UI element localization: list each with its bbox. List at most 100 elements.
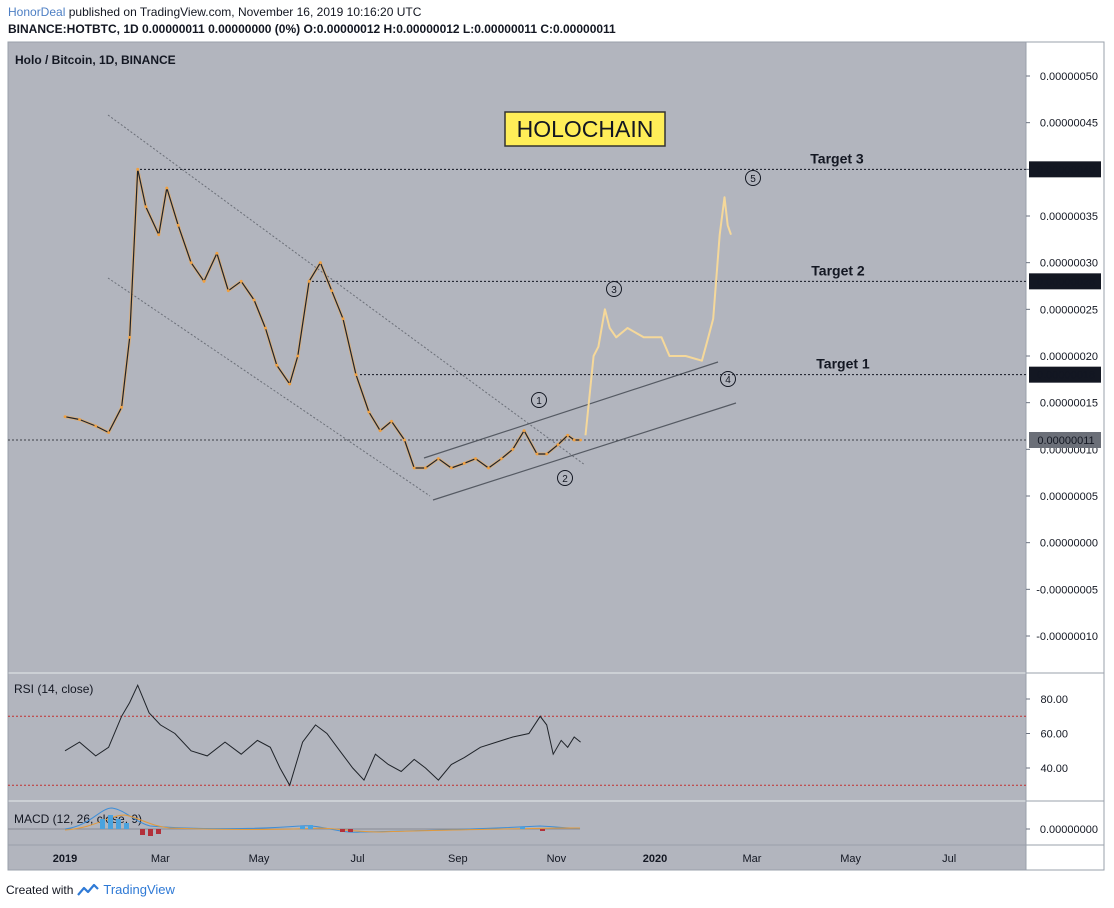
price-axis-pane[interactable] bbox=[1026, 42, 1104, 870]
publish-text: published on TradingView.com, November 1… bbox=[68, 5, 422, 19]
price-tick-label: 0.00000000 bbox=[1040, 538, 1098, 550]
price-point bbox=[107, 431, 111, 434]
macd-histogram-bar bbox=[308, 825, 313, 829]
price-point bbox=[63, 415, 67, 419]
macd-histogram-bar bbox=[108, 815, 113, 829]
macd-histogram-bar bbox=[116, 819, 121, 829]
price-point bbox=[535, 452, 539, 456]
price-tick-label: 0.00000025 bbox=[1040, 304, 1098, 316]
price-point bbox=[157, 233, 161, 237]
chart-border bbox=[7, 41, 1105, 871]
price-tick-label: 0.00000035 bbox=[1040, 211, 1098, 223]
wave-label-circle bbox=[557, 470, 573, 486]
macd-histogram-bar bbox=[156, 829, 161, 834]
price-point bbox=[572, 438, 576, 442]
price-point bbox=[202, 279, 206, 283]
price-tick-label: 0.00000020 bbox=[1040, 351, 1098, 363]
price-point bbox=[307, 279, 311, 283]
time-tick-label: 2019 bbox=[53, 853, 77, 865]
time-tick-label: Nov bbox=[547, 853, 567, 865]
macd-line bbox=[64, 807, 581, 833]
price-point bbox=[522, 429, 526, 433]
price-point bbox=[330, 289, 334, 293]
target-price-value: 0.00000018 bbox=[1037, 370, 1095, 382]
price-point bbox=[189, 261, 193, 265]
macd-histogram-bar bbox=[520, 827, 525, 829]
wave-label: 3 bbox=[611, 285, 617, 296]
price-point bbox=[412, 466, 416, 470]
price-point bbox=[511, 447, 515, 451]
price-point bbox=[275, 363, 279, 367]
price-point bbox=[579, 438, 583, 442]
author-link[interactable]: HonorDeal bbox=[8, 5, 66, 19]
target-price-badge bbox=[1029, 273, 1101, 290]
wave-label: 1 bbox=[536, 396, 542, 407]
rsi-line bbox=[64, 683, 581, 787]
last-price-badge bbox=[1029, 432, 1101, 448]
wave-label-circle bbox=[745, 170, 761, 186]
main-pane[interactable] bbox=[8, 42, 1026, 672]
price-tick-label: -0.00000005 bbox=[1036, 584, 1098, 596]
macd-histogram-bar bbox=[540, 829, 545, 831]
tradingview-logo-icon bbox=[77, 883, 100, 896]
signal-line bbox=[64, 814, 580, 833]
price-tick-label: 0.00000050 bbox=[1040, 71, 1098, 83]
price-tick-label: 0.00000015 bbox=[1040, 398, 1098, 410]
rsi-tick-label: 40.00 bbox=[1040, 763, 1068, 775]
price-point bbox=[424, 466, 427, 470]
price-point bbox=[378, 429, 382, 433]
target-price-value: 0.00000028 bbox=[1037, 276, 1095, 288]
macd-pane[interactable] bbox=[8, 802, 1026, 845]
tradingview-brand[interactable]: TradingView bbox=[103, 882, 175, 897]
time-tick-label: Mar bbox=[743, 853, 762, 865]
wave-label-circle bbox=[606, 281, 622, 297]
price-point bbox=[226, 289, 230, 293]
price-point bbox=[165, 186, 169, 190]
wave-label: 4 bbox=[725, 375, 731, 386]
price-point bbox=[487, 466, 490, 470]
banner-text: HOLOCHAIN bbox=[517, 116, 654, 142]
price-point bbox=[176, 223, 180, 227]
target-label: Target 3 bbox=[810, 150, 864, 166]
chart-canvas[interactable]: 0.00000050 0.00000045 0.00000040 0.00000035… bbox=[0, 0, 1114, 878]
price-point bbox=[296, 354, 300, 358]
price-point bbox=[436, 457, 440, 461]
last-price-value: 0.00000011 bbox=[1037, 435, 1094, 447]
time-tick-label: Mar bbox=[151, 853, 170, 865]
rising-channel-upper bbox=[423, 361, 719, 459]
rsi-tick-label: 80.00 bbox=[1040, 694, 1068, 706]
rising-channel-lower bbox=[432, 402, 737, 501]
time-tick-label: 2020 bbox=[643, 853, 667, 865]
price-point bbox=[367, 410, 371, 414]
price-tick-label: -0.00000010 bbox=[1036, 631, 1098, 643]
macd-histogram-bar bbox=[140, 829, 145, 835]
price-point bbox=[403, 438, 406, 442]
macd-histogram-bar bbox=[340, 829, 345, 832]
target-label: Target 2 bbox=[811, 262, 865, 278]
wave-label-circle bbox=[720, 371, 736, 387]
price-point bbox=[556, 443, 560, 447]
price-point bbox=[78, 418, 81, 421]
price-point bbox=[566, 433, 570, 437]
price-point bbox=[354, 373, 358, 377]
footer: Created with TradingView bbox=[6, 882, 175, 897]
price-point bbox=[341, 317, 345, 321]
price-tick-label: 0.00000005 bbox=[1040, 491, 1098, 503]
price-tick-label: 0.00000045 bbox=[1040, 118, 1098, 130]
time-tick-label: Jul bbox=[942, 853, 956, 865]
time-tick-label: May bbox=[840, 853, 861, 865]
channel-lower-line bbox=[107, 277, 431, 497]
price-point bbox=[545, 452, 549, 456]
price-series-line bbox=[64, 168, 581, 469]
price-point bbox=[252, 298, 256, 302]
wave-label: 2 bbox=[562, 474, 568, 485]
macd-histogram-bar bbox=[100, 819, 105, 829]
rsi-tick-label: 60.00 bbox=[1040, 729, 1068, 741]
macd-histogram-bar bbox=[300, 826, 305, 829]
time-tick-label: Jul bbox=[351, 853, 365, 865]
price-point bbox=[449, 466, 453, 470]
rsi-pane[interactable] bbox=[8, 674, 1026, 800]
wave-label-circle bbox=[531, 392, 547, 408]
price-tick-label: 0.00000030 bbox=[1040, 258, 1098, 270]
price-point bbox=[264, 326, 267, 330]
